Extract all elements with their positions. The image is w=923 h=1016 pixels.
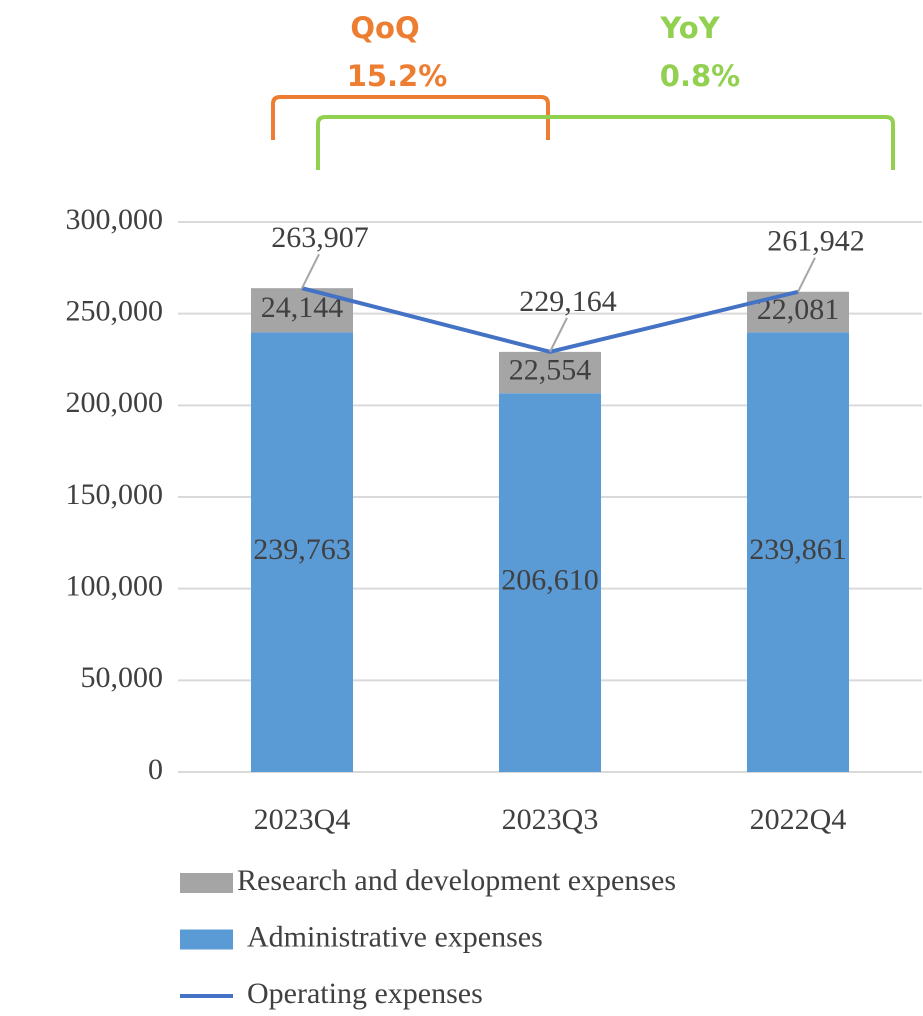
y-tick-label: 250,000 [66, 295, 164, 328]
legend-swatch [180, 929, 233, 950]
y-tick-label: 100,000 [66, 570, 164, 603]
data-label: 239,861 [749, 533, 847, 566]
data-label: 263,907 [271, 221, 369, 254]
legend-swatch [180, 873, 233, 893]
yoy-bracket [316, 115, 895, 170]
y-tick-label: 150,000 [66, 478, 164, 511]
bar [747, 332, 849, 772]
y-tick-label: 200,000 [66, 386, 164, 419]
annotation-text: 0.8% [660, 59, 740, 93]
annotation-title: QoQ [350, 11, 419, 45]
data-label: 22,554 [509, 353, 592, 386]
y-tick-label: 0 [148, 753, 163, 786]
y-tick-label: 50,000 [81, 661, 164, 694]
leader-line [301, 253, 320, 289]
x-tick-label: 2023Q4 [254, 803, 351, 836]
data-label: 239,763 [253, 533, 351, 566]
legend-label: Operating expenses [247, 977, 483, 1010]
annotation-text: 15.2% [347, 59, 448, 93]
bar [251, 332, 353, 772]
x-tick-label: 2023Q3 [502, 803, 599, 836]
leader-line [797, 257, 816, 293]
legend-label: Administrative expenses [247, 920, 543, 953]
bar [499, 351, 601, 394]
leader-line [549, 317, 568, 353]
data-label: 261,942 [767, 225, 865, 258]
legend-label: Research and development expenses [237, 864, 676, 897]
y-tick-label: 300,000 [66, 203, 164, 236]
x-tick-label: 2022Q4 [750, 803, 847, 836]
annotation-title: YoY [659, 11, 720, 45]
bar [499, 393, 601, 772]
qoq-bracket [271, 95, 550, 140]
data-label: 206,610 [501, 563, 599, 596]
data-label: 229,164 [519, 285, 617, 318]
